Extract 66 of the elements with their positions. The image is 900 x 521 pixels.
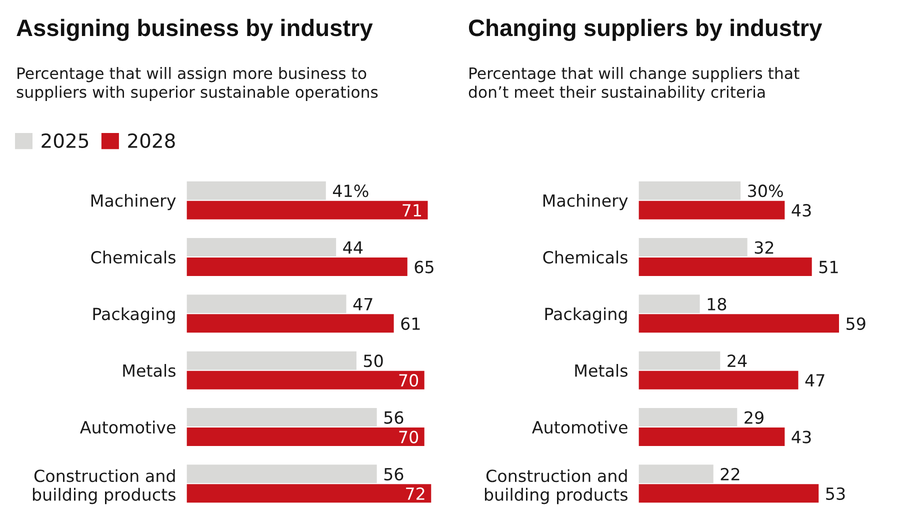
bar [186, 464, 377, 484]
bar [638, 181, 741, 200]
data-label: 43 [792, 204, 811, 217]
data-label: 56 [384, 468, 404, 480]
data-label: 29 [744, 411, 764, 424]
bar [638, 200, 785, 220]
data-label: 24 [728, 354, 747, 367]
bar [638, 408, 738, 426]
y-tick-label: Machinery [91, 194, 176, 210]
data-label: 30% [748, 184, 783, 198]
bar [638, 464, 714, 484]
chart-subtitle: Percentage that will assign more business to suppliers with superior sustainable operations [16, 67, 378, 101]
data-label: 44 [343, 241, 363, 254]
data-label: 53 [826, 487, 845, 500]
data-label: 18 [708, 298, 726, 310]
legend-label: 2028 [128, 133, 175, 148]
y-tick-label: Automotive [532, 420, 628, 434]
legend-label: 2025 [42, 133, 88, 148]
data-label: 56 [384, 411, 404, 424]
data-label: 50 [364, 354, 383, 368]
bar [638, 428, 785, 446]
bar [638, 314, 840, 333]
y-tick-label: Packaging [93, 307, 175, 324]
y-tick-label: Construction and building products [484, 469, 628, 504]
bar [638, 294, 700, 314]
y-tick-label: Machinery [543, 194, 628, 210]
data-label: 71 [402, 204, 421, 216]
bar [186, 370, 424, 390]
bar [186, 181, 326, 200]
bar [638, 370, 798, 390]
y-tick-label: Construction and building products [32, 469, 176, 504]
data-label: 41% [332, 184, 368, 198]
y-tick-label: Automotive [80, 420, 176, 434]
data-label: 32 [754, 241, 774, 254]
bar [186, 484, 432, 503]
y-tick-label: Packaging [545, 307, 627, 324]
data-label: 65 [414, 260, 434, 274]
data-label: 43 [792, 430, 811, 444]
chart-subtitle: Percentage that will change suppliers that don’t meet their sustainability criteria [468, 67, 800, 101]
bar [186, 408, 377, 426]
bar [638, 351, 720, 370]
y-tick-label: Chemicals [91, 250, 176, 264]
data-label: 51 [819, 260, 838, 274]
bar [638, 258, 812, 276]
data-label: 61 [401, 317, 420, 330]
y-tick-label: Metals [123, 364, 176, 377]
chart-title: Changing suppliers by industry [468, 18, 822, 42]
data-label: 22 [720, 468, 740, 480]
y-tick-label: Chemicals [543, 250, 628, 264]
bar [186, 258, 408, 276]
data-label: 70 [399, 374, 418, 387]
bar [638, 238, 748, 256]
bar [186, 238, 336, 256]
chart-title: Assigning business by industry [16, 18, 373, 42]
bar [186, 200, 428, 220]
bar [186, 314, 394, 333]
bar [638, 484, 819, 503]
bar [186, 294, 346, 314]
data-label: 70 [399, 430, 418, 444]
data-label: 47 [353, 298, 372, 310]
data-label: 59 [846, 317, 866, 330]
y-tick-label: Metals [575, 364, 628, 377]
bar [186, 351, 356, 370]
bar [186, 428, 424, 446]
data-label: 47 [805, 374, 824, 386]
data-label: 72 [406, 487, 424, 500]
